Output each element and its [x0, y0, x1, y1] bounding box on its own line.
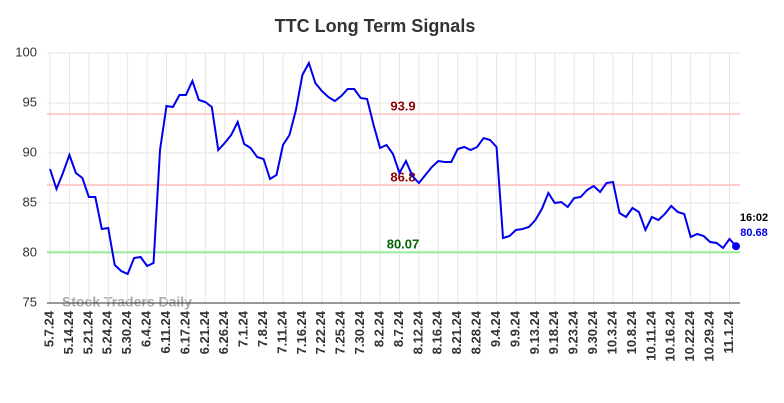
- chart-title: TTC Long Term Signals: [275, 16, 476, 36]
- x-tick-label: 9.18.24: [546, 310, 561, 354]
- x-tick-label: 5.14.24: [61, 310, 76, 354]
- x-tick-label: 5.21.24: [80, 310, 95, 354]
- x-tick-label: 5.24.24: [100, 310, 115, 354]
- y-tick-label: 85: [23, 194, 37, 209]
- last-value: 80.68: [740, 227, 768, 239]
- x-tick-label: 8.7.24: [391, 310, 406, 347]
- x-tick-label: 5.30.24: [119, 310, 134, 354]
- x-tick-label: 10.3.24: [604, 310, 619, 354]
- y-tick-label: 80: [23, 244, 37, 259]
- signal-label: 93.9: [390, 98, 415, 113]
- price-line: [49, 60, 737, 276]
- x-tick-label: 6.26.24: [216, 310, 231, 354]
- x-tick-label: 9.30.24: [585, 310, 600, 354]
- x-tick-label: 9.23.24: [566, 310, 581, 354]
- x-tick-label: 7.30.24: [352, 310, 367, 354]
- signal-label: 80.07: [387, 237, 420, 252]
- y-tick-label: 100: [15, 44, 37, 59]
- x-tick-label: 6.11.24: [158, 310, 173, 353]
- x-tick-label: 10.22.24: [682, 310, 697, 361]
- watermark: Stock Traders Daily: [62, 294, 192, 310]
- x-tick-label: 9.9.24: [507, 310, 522, 347]
- x-tick-label: 7.22.24: [313, 310, 328, 354]
- x-tick-label: 10.29.24: [702, 310, 717, 361]
- x-tick-label: 10.16.24: [663, 310, 678, 361]
- x-tick-label: 10.11.24: [643, 310, 658, 361]
- x-tick-label: 5.7.24: [41, 310, 56, 347]
- last-time: 16:02: [740, 212, 768, 224]
- x-tick-label: 8.16.24: [430, 310, 445, 354]
- x-tick-label: 7.11.24: [274, 310, 289, 353]
- x-tick-label: 9.4.24: [488, 310, 503, 347]
- x-tick-label: 6.17.24: [177, 310, 192, 354]
- x-tick-label: 7.8.24: [255, 310, 270, 347]
- x-tick-label: 7.16.24: [294, 310, 309, 354]
- x-tick-label: 9.13.24: [527, 310, 542, 354]
- x-tick-label: 11.1.24: [721, 310, 736, 353]
- x-tick-label: 7.25.24: [333, 310, 348, 354]
- x-tick-label: 8.28.24: [469, 310, 484, 354]
- x-tick-label: 7.1.24: [236, 310, 251, 347]
- x-tick-label: 6.21.24: [197, 310, 212, 354]
- y-tick-label: 75: [23, 294, 37, 309]
- x-tick-label: 10.8.24: [624, 310, 639, 354]
- y-tick-label: 90: [23, 144, 37, 159]
- x-tick-label: 8.2.24: [371, 310, 386, 347]
- signal-label: 86.8: [390, 169, 415, 184]
- x-tick-label: 8.12.24: [410, 310, 425, 354]
- x-tick-label: 6.4.24: [139, 310, 154, 347]
- last-point: [732, 242, 740, 251]
- x-tick-label: 8.21.24: [449, 310, 464, 354]
- y-tick-label: 95: [23, 94, 37, 109]
